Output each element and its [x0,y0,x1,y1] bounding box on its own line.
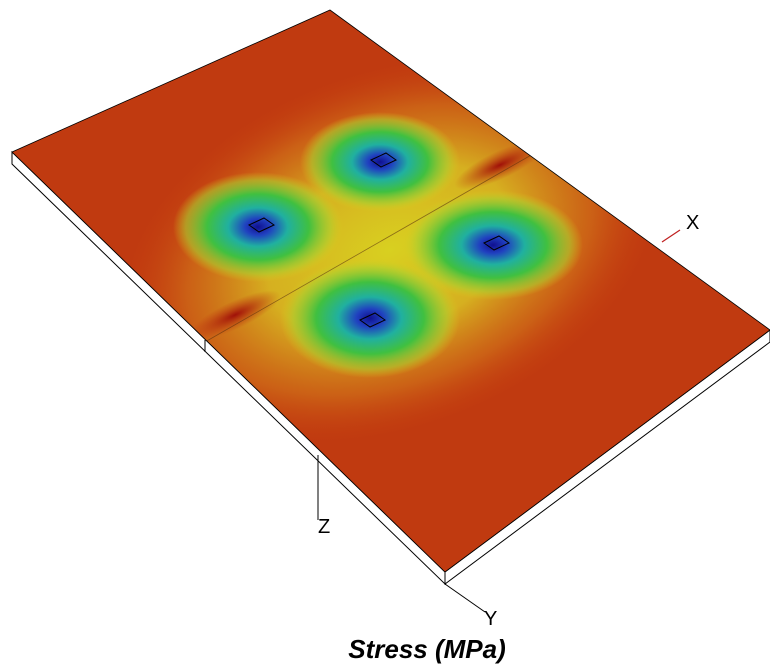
y-axis [445,584,485,612]
y-axis-label: Y [484,608,497,630]
title: Stress (MPa) [348,634,506,664]
contour-field [12,0,770,572]
figure: X Z Y Stress (MPa) [0,0,770,668]
z-axis-label: Z [318,516,330,538]
x-axis-label: X [686,212,699,234]
x-axis [662,230,680,242]
